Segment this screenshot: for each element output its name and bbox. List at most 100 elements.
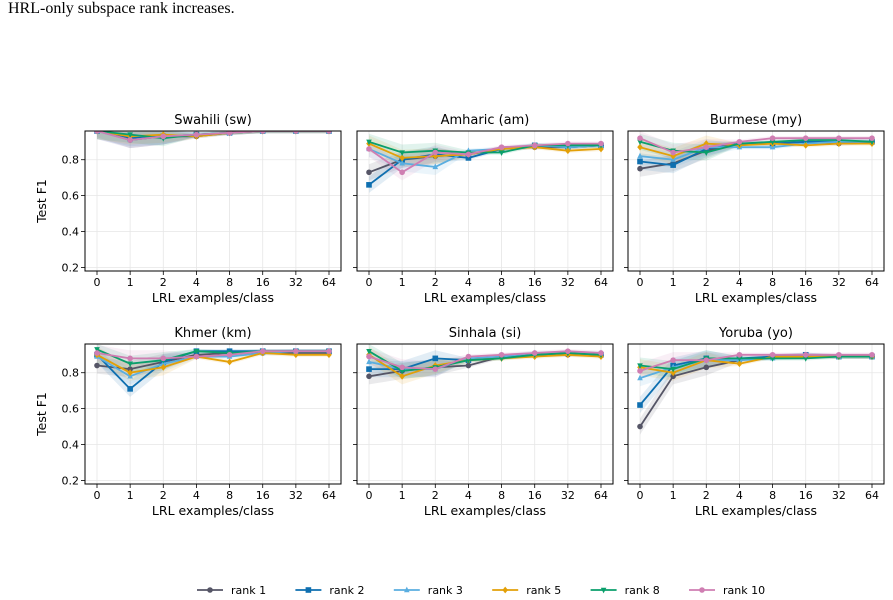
x-tick-label: 16 [799, 489, 813, 502]
data-point [94, 350, 100, 356]
data-point [769, 351, 776, 358]
data-point [399, 154, 405, 162]
x-tick-label: 64 [865, 489, 879, 502]
x-tick-label: 1 [670, 489, 677, 502]
data-point [160, 363, 167, 371]
data-point [637, 135, 643, 141]
x-tick-label: 64 [594, 276, 608, 289]
x-tick-label: 2 [703, 276, 710, 289]
data-point [565, 140, 571, 147]
legend-label: rank 5 [526, 584, 561, 597]
series-line [368, 140, 601, 154]
data-point [366, 353, 372, 360]
data-point [399, 368, 405, 375]
x-tick-label: 0 [366, 276, 373, 289]
data-point [326, 348, 332, 354]
data-point [703, 364, 710, 371]
data-point [432, 366, 439, 372]
data-point [836, 135, 842, 141]
x-tick-label: 16 [256, 489, 270, 502]
series-line [639, 355, 872, 371]
x-tick-label: 64 [322, 489, 336, 502]
data-point [366, 373, 372, 380]
data-point [399, 364, 405, 371]
data-point [498, 144, 505, 150]
data-point [736, 351, 743, 358]
x-tick-label: 4 [193, 276, 200, 289]
data-point [366, 348, 372, 355]
legend-marker [207, 587, 213, 593]
data-point [326, 351, 332, 359]
data-point [802, 135, 809, 141]
data-point [498, 351, 505, 358]
x-axis-label: LRL examples/class [695, 290, 817, 305]
data-point [127, 386, 133, 392]
data-point [94, 131, 100, 134]
confidence-band [369, 133, 601, 161]
data-point [432, 163, 439, 170]
data-point [193, 131, 200, 138]
data-point [637, 363, 643, 369]
x-tick-label: 2 [432, 276, 439, 289]
x-tick-label: 2 [432, 489, 439, 502]
data-point [531, 142, 538, 149]
series-line [368, 144, 602, 168]
series-line [639, 353, 872, 372]
series-line [96, 350, 329, 360]
y-tick-label: 0.6 [62, 190, 80, 203]
panel-2: 0 1 2 4 8 16 32 64 Amharic (am) LRL examples/clas… [353, 113, 614, 305]
x-tick-label: 8 [498, 489, 505, 502]
confidence-band [640, 135, 872, 165]
data-point [465, 155, 472, 161]
x-tick-label: 0 [94, 489, 101, 502]
data-point [869, 139, 875, 146]
data-point [703, 150, 710, 156]
series-line [96, 352, 329, 371]
plot-frame [356, 343, 614, 485]
series-line [96, 352, 329, 374]
panel-title: Khmer (km) [174, 326, 251, 341]
data-point [703, 357, 710, 363]
data-point [399, 169, 405, 176]
data-point [869, 351, 875, 358]
figure-caption: HRL-only subspace rank increases. [8, 0, 235, 18]
x-axis-label: LRL examples/class [424, 290, 546, 305]
x-tick-label: 4 [736, 489, 743, 502]
x-tick-label: 64 [865, 276, 879, 289]
data-point [399, 150, 405, 156]
data-point [565, 348, 571, 354]
data-point [836, 351, 842, 358]
data-point [869, 135, 875, 141]
legend-item: rank 2 [295, 584, 365, 597]
data-point [637, 158, 643, 165]
panel-title: Sinhala (si) [449, 326, 522, 341]
x-tick-label: 8 [769, 276, 776, 289]
legend-marker [305, 587, 312, 593]
x-tick-label: 16 [799, 276, 813, 289]
data-point [465, 151, 472, 158]
data-point [670, 357, 676, 363]
legend-item: rank 10 [689, 584, 765, 597]
x-tick-label: 4 [465, 276, 472, 289]
data-point [193, 348, 200, 355]
x-tick-label: 4 [193, 489, 200, 502]
data-point [127, 132, 133, 138]
legend-label: rank 10 [723, 584, 765, 597]
plot-frame [84, 343, 342, 485]
data-point [94, 362, 100, 369]
series-lines [366, 139, 604, 188]
y-axis-label: Test F1 [34, 392, 49, 437]
series-line [368, 350, 602, 372]
confidence-band [97, 346, 329, 381]
series-line [639, 137, 872, 154]
data-point [498, 150, 505, 156]
data-point [637, 139, 643, 146]
data-point [160, 355, 167, 362]
x-tick-label: 1 [399, 489, 406, 502]
data-point [802, 351, 809, 358]
panel-5: 0 1 2 4 8 16 32 64 Sinhala (si) LRL examples/clas… [353, 326, 614, 518]
data-point [127, 361, 133, 368]
x-tick-label: 1 [127, 489, 134, 502]
confidence-band [640, 350, 872, 414]
